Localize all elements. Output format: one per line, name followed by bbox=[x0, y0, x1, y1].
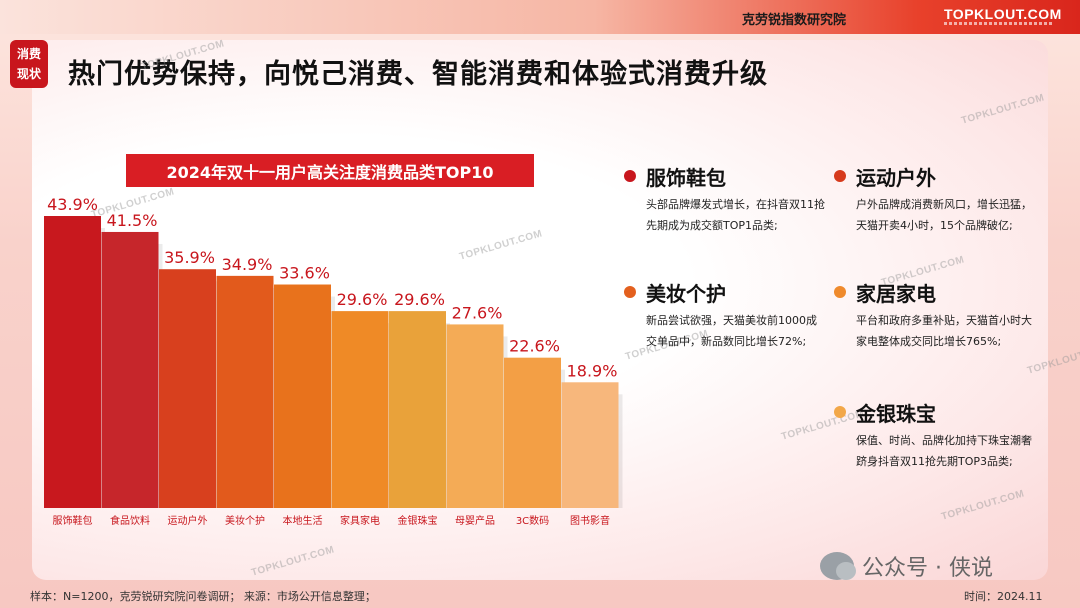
category-label: 服饰鞋包 bbox=[53, 514, 93, 527]
highlight-title: 美妆个护 bbox=[646, 282, 726, 306]
category-label: 金银珠宝 bbox=[398, 514, 438, 527]
brand-logo: TOPKLOUT.COM bbox=[944, 6, 1062, 22]
category-label: 美妆个护 bbox=[225, 514, 265, 527]
bar bbox=[504, 357, 561, 508]
category-label: 食品饮料 bbox=[110, 514, 150, 527]
data-label: 35.9% bbox=[164, 248, 215, 267]
chart-title: 2024年双十一用户高关注度消费品类TOP10 bbox=[126, 154, 534, 187]
bar bbox=[446, 324, 504, 508]
highlight-title: 家居家电 bbox=[856, 282, 936, 306]
footer-source: 样本：N=1200，克劳锐研究院问卷调研； 来源：市场公开信息整理； bbox=[30, 590, 376, 603]
highlight-desc: 新品尝试欲强，天猫美妆前1000成交单品中，新品数同比增长72%; bbox=[646, 314, 817, 348]
data-label: 34.9% bbox=[222, 255, 273, 274]
wechat-account: 公众号 · 侠说 bbox=[820, 550, 993, 582]
highlight-title: 服饰鞋包 bbox=[646, 166, 726, 190]
bar bbox=[44, 216, 101, 508]
bar bbox=[159, 269, 216, 508]
data-label: 33.6% bbox=[279, 264, 330, 283]
data-label: 43.9% bbox=[47, 195, 98, 214]
category-label: 母婴产品 bbox=[455, 514, 495, 527]
bar bbox=[216, 275, 274, 508]
data-label: 27.6% bbox=[452, 303, 503, 322]
footer-date: 时间：2024.11 bbox=[964, 590, 1043, 603]
category-label: 运动户外 bbox=[168, 514, 208, 527]
org-name: 克劳锐指数研究院 bbox=[742, 13, 847, 28]
category-label: 家具家电 bbox=[340, 514, 380, 527]
category-label: 图书影音 bbox=[570, 514, 610, 527]
bar bbox=[101, 231, 159, 508]
highlight-desc: 保值、时尚、品牌化加持下珠宝潮奢跻身抖音双11抢先期TOP3品类; bbox=[856, 434, 1032, 468]
highlight-dot bbox=[624, 286, 636, 298]
data-label: 29.6% bbox=[337, 290, 388, 309]
category-label: 本地生活 bbox=[283, 514, 323, 527]
highlight-dot bbox=[624, 170, 636, 182]
section-tag-line1: 消费 bbox=[16, 47, 41, 61]
highlight-desc: 平台和政府多重补贴，天猫首小时大家电整体成交同比增长765%; bbox=[856, 314, 1032, 348]
data-label: 41.5% bbox=[107, 211, 158, 230]
highlight-dot bbox=[834, 170, 846, 182]
highlight-dot bbox=[834, 406, 846, 418]
highlight-dot bbox=[834, 286, 846, 298]
highlight-title: 运动户外 bbox=[856, 166, 936, 190]
brand-logo-underline bbox=[944, 22, 1052, 25]
bar bbox=[389, 311, 446, 508]
highlight-desc: 头部品牌爆发式增长，在抖音双11抢先期成为成交额TOP1品类; bbox=[646, 198, 825, 232]
highlight-desc: 户外品牌成消费新风口，增长迅猛，天猫开卖4小时，15个品牌破亿; bbox=[856, 198, 1032, 232]
bar bbox=[274, 284, 331, 508]
data-label: 29.6% bbox=[394, 290, 445, 309]
data-label: 22.6% bbox=[509, 337, 560, 356]
section-tag-line2: 现状 bbox=[16, 67, 41, 81]
data-label: 18.9% bbox=[567, 361, 618, 380]
bar bbox=[331, 311, 389, 508]
wechat-icon bbox=[820, 552, 856, 580]
highlight-title: 金银珠宝 bbox=[856, 402, 936, 426]
category-label: 3C数码 bbox=[516, 514, 549, 527]
section-tag: 消费 现状 bbox=[10, 40, 48, 88]
bar bbox=[561, 382, 619, 508]
wechat-label: 公众号 · 侠说 bbox=[862, 556, 993, 581]
page-title: 热门优势保持，向悦己消费、智能消费和体验式消费升级 bbox=[68, 59, 768, 90]
top-banner bbox=[0, 0, 1080, 34]
